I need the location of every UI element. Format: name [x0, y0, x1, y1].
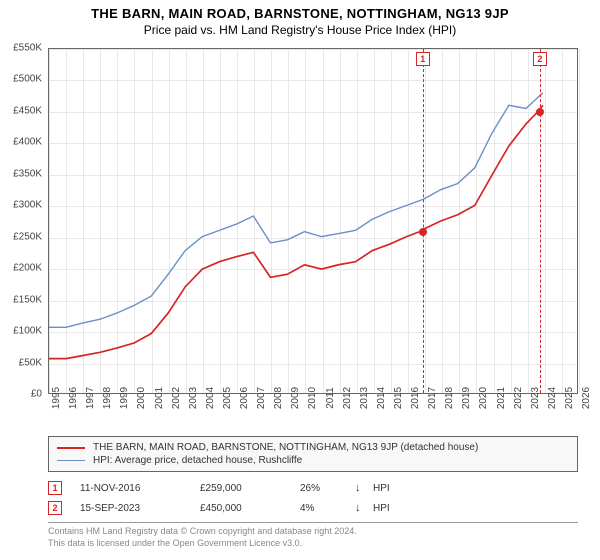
sale-marker-box: 2 [533, 52, 547, 66]
x-axis-label: 2009 [290, 387, 301, 409]
x-axis-label: 2013 [359, 387, 370, 409]
sales-price: £450,000 [200, 503, 300, 514]
series-price_paid [49, 105, 543, 358]
sales-vs-hpi: HPI [373, 503, 390, 514]
sales-pct: 26% [300, 483, 355, 494]
x-axis-label: 2003 [188, 387, 199, 409]
footnote: Contains HM Land Registry data © Crown c… [48, 522, 578, 549]
x-axis-label: 2005 [222, 387, 233, 409]
x-axis-label: 2012 [342, 387, 353, 409]
legend-swatch [57, 460, 85, 461]
footnote-line-2: This data is licensed under the Open Gov… [48, 538, 578, 550]
footnote-line-1: Contains HM Land Registry data © Crown c… [48, 526, 578, 538]
x-axis-label: 2002 [171, 387, 182, 409]
chart-title: THE BARN, MAIN ROAD, BARNSTONE, NOTTINGH… [10, 6, 590, 21]
plot-border: 12 [48, 48, 578, 394]
down-arrow-icon: ↓ [355, 502, 373, 514]
x-axis-label: 2004 [205, 387, 216, 409]
sale-marker-line [540, 49, 541, 393]
legend: THE BARN, MAIN ROAD, BARNSTONE, NOTTINGH… [48, 436, 578, 472]
x-axis-label: 2024 [547, 387, 558, 409]
x-axis-label: 2001 [154, 387, 165, 409]
sales-table: 1 11-NOV-2016£259,00026%↓HPI 2 15-SEP-2023£… [48, 478, 578, 518]
sale-data-point [536, 108, 544, 116]
x-axis-label: 2006 [239, 387, 250, 409]
down-arrow-icon: ↓ [355, 482, 373, 494]
x-axis-label: 2015 [393, 387, 404, 409]
x-axis-label: 2021 [496, 387, 507, 409]
y-axis-label: £200K [2, 263, 42, 274]
y-axis-label: £50K [2, 357, 42, 368]
sales-date: 11-NOV-2016 [80, 483, 200, 494]
x-axis-label: 1999 [119, 387, 130, 409]
sale-data-point [419, 228, 427, 236]
x-axis-label: 2018 [444, 387, 455, 409]
y-axis-label: £250K [2, 231, 42, 242]
x-axis-label: 2016 [410, 387, 421, 409]
x-axis-label: 1995 [51, 387, 62, 409]
x-axis-label: 2011 [325, 387, 336, 409]
sale-marker-box: 1 [416, 52, 430, 66]
x-axis-label: 1996 [68, 387, 79, 409]
legend-item: THE BARN, MAIN ROAD, BARNSTONE, NOTTINGH… [57, 441, 569, 454]
chart-lines [49, 49, 577, 393]
x-axis-label: 2023 [530, 387, 541, 409]
y-axis-label: £150K [2, 294, 42, 305]
y-axis-label: £400K [2, 137, 42, 148]
gridline-v [579, 49, 580, 393]
legend-item: HPI: Average price, detached house, Rush… [57, 454, 569, 467]
sales-row: 2 15-SEP-2023£450,0004%↓HPI [48, 498, 578, 518]
x-axis-label: 1998 [102, 387, 113, 409]
x-axis-label: 2010 [307, 387, 318, 409]
legend-label: THE BARN, MAIN ROAD, BARNSTONE, NOTTINGH… [93, 442, 478, 453]
chart-area: 12 £0£50K£100K£150K£200K£250K£300K£350K£… [48, 48, 578, 394]
x-axis-label: 2007 [256, 387, 267, 409]
y-axis-label: £450K [2, 105, 42, 116]
chart-subtitle: Price paid vs. HM Land Registry's House … [10, 23, 590, 37]
y-axis-label: £300K [2, 200, 42, 211]
y-axis-label: £350K [2, 168, 42, 179]
series-hpi [49, 93, 543, 328]
sales-price: £259,000 [200, 483, 300, 494]
x-axis-label: 2022 [513, 387, 524, 409]
x-axis-label: 2017 [427, 387, 438, 409]
x-axis-label: 2008 [273, 387, 284, 409]
y-axis-label: £100K [2, 326, 42, 337]
x-axis-label: 2026 [581, 387, 592, 409]
sales-marker: 2 [48, 501, 62, 515]
x-axis-label: 2019 [461, 387, 472, 409]
legend-label: HPI: Average price, detached house, Rush… [93, 455, 302, 466]
x-axis-label: 1997 [85, 387, 96, 409]
x-axis-label: 2000 [136, 387, 147, 409]
sales-pct: 4% [300, 503, 355, 514]
sales-vs-hpi: HPI [373, 483, 390, 494]
sales-row: 1 11-NOV-2016£259,00026%↓HPI [48, 478, 578, 498]
x-axis-label: 2020 [478, 387, 489, 409]
y-axis-label: £0 [2, 389, 42, 400]
sales-marker: 1 [48, 481, 62, 495]
title-block: THE BARN, MAIN ROAD, BARNSTONE, NOTTINGH… [0, 0, 600, 39]
sales-date: 15-SEP-2023 [80, 503, 200, 514]
y-axis-label: £500K [2, 74, 42, 85]
y-axis-label: £550K [2, 43, 42, 54]
x-axis-label: 2025 [564, 387, 575, 409]
legend-swatch [57, 447, 85, 449]
sale-marker-line [423, 49, 424, 393]
x-axis-label: 2014 [376, 387, 387, 409]
